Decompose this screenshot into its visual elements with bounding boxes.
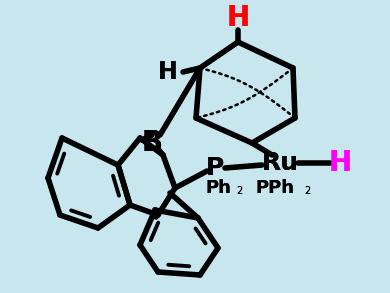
Text: H: H: [227, 4, 250, 32]
Text: B: B: [142, 129, 163, 157]
Text: PPh: PPh: [255, 179, 294, 197]
Text: Ru: Ru: [261, 151, 299, 175]
Text: P: P: [206, 156, 224, 180]
Text: H: H: [227, 4, 250, 32]
Text: Ph: Ph: [205, 179, 231, 197]
Text: $_2$: $_2$: [236, 183, 244, 197]
Text: B: B: [142, 129, 163, 157]
Text: H: H: [158, 60, 178, 84]
Text: H: H: [328, 149, 351, 177]
Text: $_2$: $_2$: [304, 183, 312, 197]
Text: P: P: [206, 156, 224, 180]
Text: Ru: Ru: [261, 151, 299, 175]
Text: $_2$: $_2$: [304, 183, 312, 197]
Text: Ph: Ph: [205, 179, 231, 197]
Text: $_2$: $_2$: [236, 183, 244, 197]
Text: PPh: PPh: [255, 179, 294, 197]
Text: H: H: [328, 149, 351, 177]
Text: H: H: [158, 60, 178, 84]
